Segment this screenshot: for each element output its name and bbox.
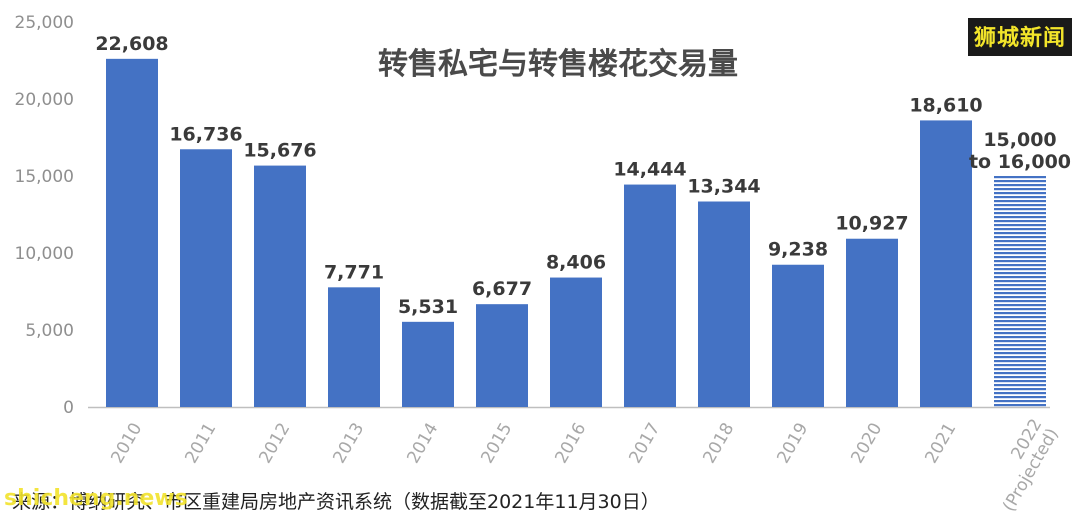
bar (328, 287, 380, 407)
value-label: 13,344 (687, 176, 760, 198)
brand-watermark: 狮城新闻 (967, 18, 1072, 56)
value-label: to 16,000 (969, 151, 1071, 173)
x-tick-label: 2011 (181, 420, 220, 467)
value-label: 9,238 (768, 239, 828, 261)
bar (476, 304, 528, 407)
x-tick-label: 2016 (551, 420, 590, 467)
bar (550, 277, 602, 407)
x-tick-label: 2021 (921, 420, 960, 467)
x-tick-label: 2020 (847, 420, 886, 467)
value-label: 15,676 (243, 140, 316, 162)
bar (772, 264, 824, 407)
y-tick-label: 20,000 (15, 90, 74, 110)
url-watermark: shicheng.news (4, 486, 188, 511)
x-tick-label: 2018 (699, 420, 738, 467)
value-label: 22,608 (95, 33, 168, 55)
value-label: 5,531 (398, 296, 458, 318)
y-tick-label: 5,000 (25, 321, 74, 341)
bar (180, 149, 232, 407)
bar (106, 58, 158, 408)
bar (920, 120, 972, 407)
x-tick-label: 2015 (477, 420, 516, 467)
x-tick-label: 2017 (625, 420, 664, 467)
y-tick-label: 0 (63, 398, 74, 418)
value-label: 18,610 (909, 94, 982, 116)
bar (624, 184, 676, 407)
value-label: 10,927 (835, 213, 908, 235)
value-label: 16,736 (169, 123, 242, 145)
y-tick-label: 25,000 (15, 13, 74, 33)
bar (402, 321, 454, 407)
source-note: 来源：博纳研究、市区重建局房地产资讯系统（数据截至2021年11月30日） (12, 491, 660, 513)
x-tick-label: 2013 (329, 420, 368, 467)
value-label: 15,000 (983, 129, 1056, 151)
x-tick-label: 2019 (773, 420, 812, 467)
x-tick-label: 2010 (107, 420, 146, 467)
y-tick-label: 15,000 (15, 167, 74, 187)
value-label: 7,771 (324, 261, 384, 283)
bar (254, 165, 306, 407)
x-tick-label: 2022(Projected) (999, 416, 1063, 516)
bar (698, 201, 750, 407)
y-axis: 25,000 20,000 15,000 10,000 5,000 0 (15, 13, 1050, 418)
x-tick-label: 2014 (403, 420, 442, 467)
y-tick-label: 10,000 (15, 244, 74, 264)
value-label: 14,444 (613, 159, 686, 181)
x-tick-label: 2012 (255, 420, 294, 467)
value-label: 6,677 (472, 278, 532, 300)
bars (106, 58, 1046, 408)
bar-projected (994, 176, 1046, 407)
bar (846, 238, 898, 407)
value-label: 8,406 (546, 252, 606, 274)
chart-title: 转售私宅与转售楼花交易量 (378, 47, 738, 82)
